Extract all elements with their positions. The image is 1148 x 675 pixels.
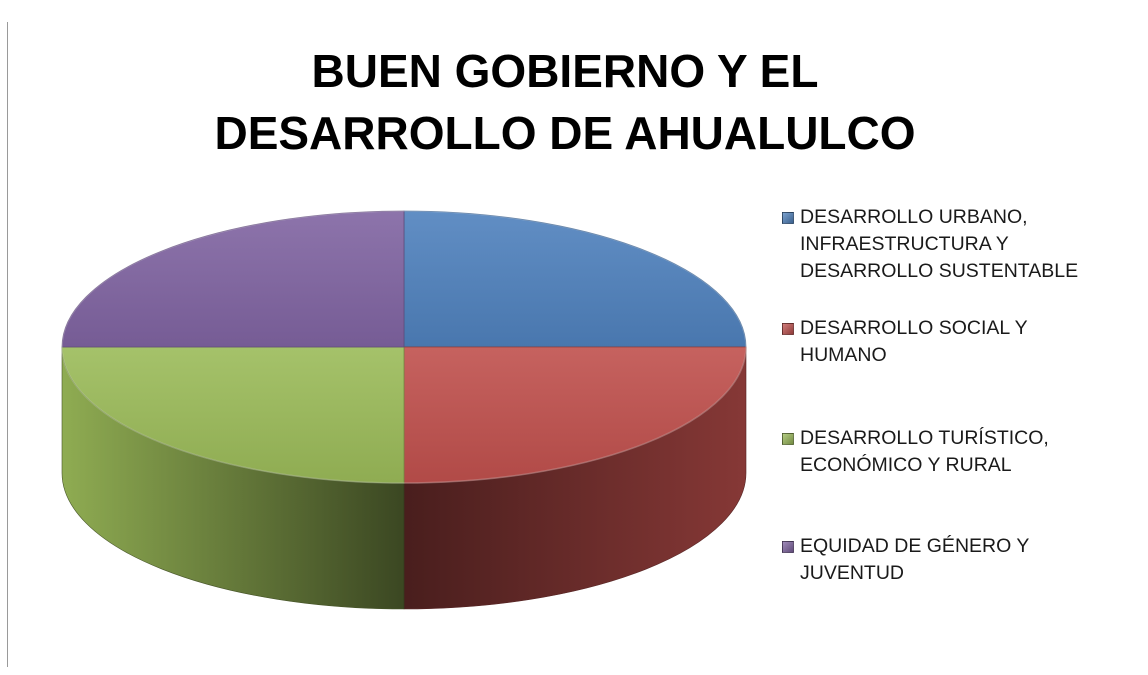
pie-slice xyxy=(61,346,405,484)
legend-item: DESARROLLO TURÍSTICO, ECONÓMICO Y RURAL xyxy=(782,425,1142,479)
pie-slice xyxy=(61,210,405,348)
legend-item: EQUIDAD DE GÉNERO Y JUVENTUD xyxy=(782,533,1142,587)
legend-label: EQUIDAD DE GÉNERO Y JUVENTUD xyxy=(800,535,1030,584)
legend-swatch xyxy=(782,323,794,335)
legend-swatch xyxy=(782,212,794,224)
chart-legend: DESARROLLO URBANO, INFRAESTRUCTURA Y DES… xyxy=(782,204,1142,587)
pie-rim-highlight xyxy=(61,210,747,484)
pie-slice xyxy=(403,210,747,348)
legend-swatch xyxy=(782,541,794,553)
chart-title: BUEN GOBIERNO Y EL DESARROLLO DE AHUALUL… xyxy=(214,45,916,159)
left-border-line xyxy=(7,22,8,667)
legend-label: DESARROLLO URBANO, INFRAESTRUCTURA Y DES… xyxy=(800,206,1079,282)
legend-label: DESARROLLO SOCIAL Y HUMANO xyxy=(800,317,1028,366)
legend-swatch xyxy=(782,433,794,445)
legend-item: DESARROLLO URBANO, INFRAESTRUCTURA Y DES… xyxy=(782,204,1142,285)
legend-item: DESARROLLO SOCIAL Y HUMANO xyxy=(782,315,1142,369)
legend-label: DESARROLLO TURÍSTICO, ECONÓMICO Y RURAL xyxy=(800,427,1049,476)
pie-slice xyxy=(403,346,747,484)
